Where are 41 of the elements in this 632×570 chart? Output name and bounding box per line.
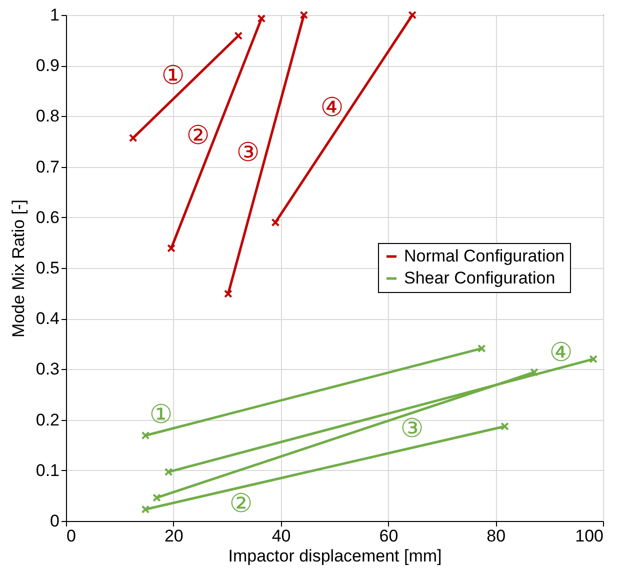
point (530, 368, 538, 376)
annotation: ④ (320, 92, 344, 122)
y-tick-label: 0.4 (36, 309, 60, 328)
point (300, 10, 308, 20)
y-tick-label: 0.7 (36, 157, 60, 176)
point (152, 494, 161, 502)
point (224, 290, 232, 298)
y-tick-label: 1 (50, 6, 60, 24)
x-tick-label: 60 (379, 526, 398, 546)
legend-label: Normal Configuration (404, 246, 565, 266)
x-tick-label: 20 (164, 526, 184, 546)
annotation: ② (229, 488, 253, 518)
annotation: ③ (400, 413, 424, 443)
annotation: ④ (549, 337, 573, 367)
y-tick-label: 0 (50, 512, 60, 530)
x-tick-label: 100 (575, 526, 604, 546)
y-tick-label: 0.8 (36, 106, 60, 126)
y-tick-label: 0.6 (36, 208, 60, 227)
point (141, 505, 150, 514)
y-tick-label: 0.3 (36, 360, 60, 379)
y-axis-title: Mode Mix Ratio [-] (8, 200, 28, 338)
x-tick-label: 80 (486, 526, 506, 546)
y-tick-label: 0.9 (36, 56, 60, 76)
point (408, 10, 417, 20)
point (500, 422, 509, 431)
y-tick-label: 0.5 (36, 258, 60, 278)
point (141, 431, 150, 440)
annotation: ① (161, 60, 185, 90)
x-tick-label: 40 (272, 526, 291, 546)
point (477, 344, 486, 353)
legend-label: Shear Configuration (404, 268, 556, 288)
y-tick-label: 0.1 (36, 460, 60, 480)
annotation: ① (149, 399, 173, 429)
point (271, 218, 280, 227)
annotation: ② (186, 120, 210, 150)
x-tick-label: 0 (66, 526, 76, 546)
x-axis-title: Impactor displacement [mm] (228, 546, 442, 566)
point (164, 468, 173, 476)
y-tick-label: 0.2 (36, 410, 60, 430)
point (589, 354, 598, 364)
annotation: ③ (236, 137, 260, 167)
